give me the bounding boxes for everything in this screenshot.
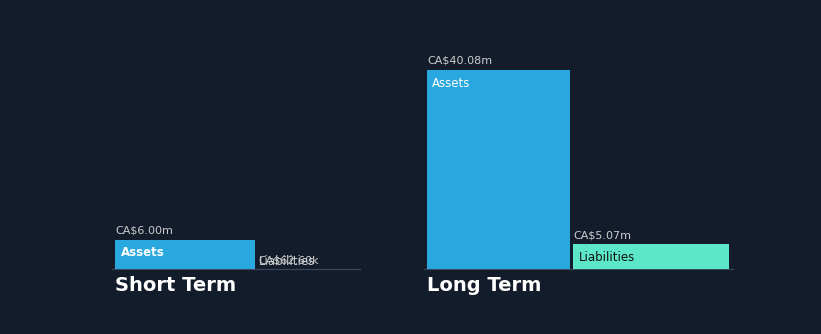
Text: CA$5.07m: CA$5.07m <box>573 230 631 240</box>
Text: Liabilities: Liabilities <box>259 255 314 268</box>
Bar <box>427 70 571 269</box>
Text: CA$62.60k: CA$62.60k <box>259 255 319 265</box>
Text: Liabilities: Liabilities <box>579 251 635 264</box>
Text: CA$6.00m: CA$6.00m <box>115 225 173 235</box>
Text: CA$40.08m: CA$40.08m <box>427 56 493 66</box>
Bar <box>573 244 729 269</box>
Bar <box>115 239 255 269</box>
Text: Short Term: Short Term <box>115 276 236 295</box>
Text: Assets: Assets <box>121 246 164 260</box>
Text: Assets: Assets <box>432 77 470 90</box>
Text: Long Term: Long Term <box>427 276 542 295</box>
